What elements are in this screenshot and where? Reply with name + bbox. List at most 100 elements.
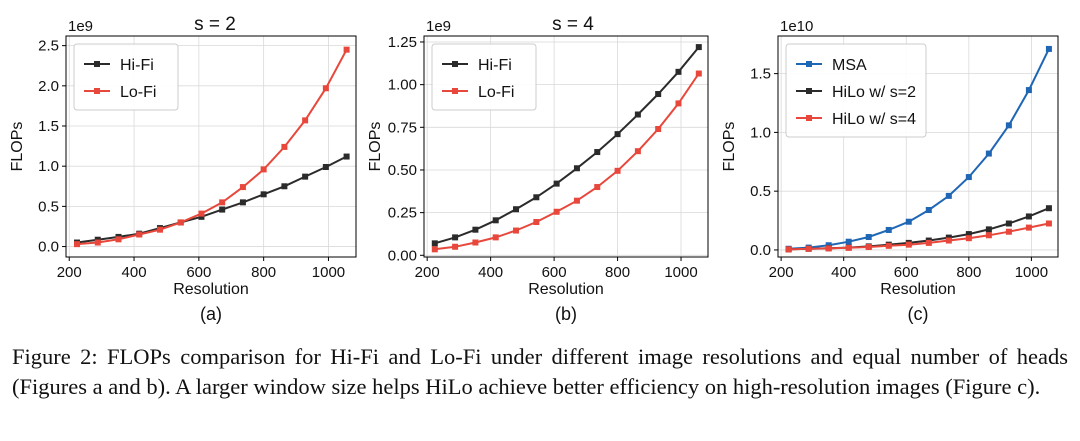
chart1-series-1-marker <box>322 163 329 170</box>
chart3-y-tick-label: 0.5 <box>750 183 771 200</box>
chart1-series-2-marker <box>302 117 309 124</box>
chart1-series-2-marker <box>260 166 267 173</box>
chart3-x-tick-label: 200 <box>769 264 794 281</box>
chart2-x-tick-label: 400 <box>478 264 503 281</box>
chart2-y-tick-label: 0.75 <box>388 119 417 136</box>
chart3-series-3-marker <box>805 245 812 252</box>
chart2-x-tick-label: 200 <box>415 264 440 281</box>
chart2-sublabel: (b) <box>555 304 577 324</box>
chart3-series-1-marker <box>905 218 912 225</box>
chart3-y-tick-label: 0.0 <box>750 242 771 259</box>
chart3-series-3-marker <box>865 244 872 251</box>
chart1-x-tick-label: 200 <box>57 264 82 281</box>
chart1-series-2-marker <box>74 241 81 248</box>
chart1-x-tick-label: 600 <box>186 264 211 281</box>
chart1-y-tick-label: 1.5 <box>38 118 59 135</box>
chart3-legend-label: HiLo w/ s=2 <box>832 84 916 101</box>
chart3-series-2-marker <box>1005 220 1012 227</box>
chart1-axes-frame <box>65 35 357 258</box>
chart3-series-1-marker <box>985 150 992 157</box>
chart3-series-3-marker <box>825 245 832 252</box>
chart2-series-1-marker <box>675 68 682 75</box>
chart2-series-2-marker <box>634 148 641 155</box>
chart2-series-1-marker <box>533 194 540 201</box>
chart1-title: s = 2 <box>194 14 236 35</box>
chart2-series-2-marker <box>492 234 499 241</box>
chart3-series-3-marker <box>925 239 932 246</box>
chart2-series-line-1 <box>434 46 700 245</box>
chart1-series-1-marker <box>239 199 246 206</box>
chart3-x-tick-label: 1000 <box>1015 264 1048 281</box>
chart1-series-2-marker <box>94 239 101 246</box>
chart2-series-1-marker <box>553 180 560 187</box>
chart3-legend-marker <box>806 61 812 67</box>
chart3-series-1-marker <box>945 192 952 199</box>
chart2-y-tick-label: 0.00 <box>388 247 417 264</box>
chart1-series-2-marker <box>198 210 205 217</box>
chart3-sublabel: (c) <box>908 304 929 324</box>
chart1-series-1-marker <box>281 183 288 190</box>
chart3-series-2-marker <box>1025 213 1032 220</box>
chart2-legend-marker <box>452 88 458 94</box>
chart3-legend-marker <box>806 88 812 94</box>
chart2-series-2-marker <box>513 227 520 234</box>
chart2-series-1-marker <box>452 234 459 241</box>
chart3-series-3-marker <box>1045 220 1052 227</box>
chart2-series-1-marker <box>472 226 479 233</box>
chart1-scale-label: 1e9 <box>68 18 93 35</box>
chart3-series-2-marker <box>985 226 992 233</box>
chart1-series-2-marker <box>281 143 288 150</box>
chart3-axes-frame <box>777 35 1059 258</box>
chart2-y-tick-label: 1.25 <box>388 34 417 51</box>
chart2-series-1-marker <box>573 165 580 172</box>
chart1-series-2-marker <box>219 199 226 206</box>
chart1-legend-label: Hi-Fi <box>120 57 154 74</box>
chart3-series-3-marker <box>785 246 792 253</box>
chart2-series-2-marker <box>695 70 702 77</box>
chart3-series-1-marker <box>925 206 932 213</box>
chart1-y-tick-label: 0.0 <box>38 239 59 256</box>
chart3-legend-marker <box>806 115 812 121</box>
chart2-legend-label: Hi-Fi <box>478 57 512 74</box>
chart1-series-1-marker <box>260 191 267 198</box>
chart1-y-axis-label: FLOPs <box>9 122 26 172</box>
chart1-x-tick-label: 800 <box>251 264 276 281</box>
chart1-y-tick-label: 0.5 <box>38 198 59 215</box>
chart2-series-1-marker <box>655 91 662 98</box>
chart2-x-tick-label: 800 <box>605 264 630 281</box>
chart2-series-2-marker <box>675 100 682 107</box>
chart1-x-tick-label: 400 <box>122 264 147 281</box>
chart1-legend-label: Lo-Fi <box>120 84 156 101</box>
chart3-series-1-marker <box>885 226 892 233</box>
chart3-x-axis-label: Resolution <box>880 281 956 298</box>
chart1-series-1-marker <box>343 153 350 160</box>
chart1-series-2-marker <box>343 46 350 53</box>
chart3-x-tick-label: 400 <box>831 264 856 281</box>
chart3-series-3-marker <box>1025 224 1032 231</box>
chart3-legend-label: MSA <box>832 57 867 74</box>
chart2-y-tick-label: 0.50 <box>388 162 417 179</box>
chart2-scale-label: 1e9 <box>426 18 451 35</box>
chart3-series-1-marker <box>965 174 972 181</box>
chart2-series-2-marker <box>452 243 459 250</box>
chart3-x-tick-label: 600 <box>894 264 919 281</box>
chart3-series-3-marker <box>945 237 952 244</box>
chart2-series-1-marker <box>614 131 621 138</box>
chart2-x-tick-label: 1000 <box>664 264 697 281</box>
chart3-y-tick-label: 1.0 <box>750 124 771 141</box>
chart2-axes-frame <box>423 35 709 258</box>
chart1-series-1-marker <box>198 213 205 220</box>
chart2-x-axis-label: Resolution <box>528 281 604 298</box>
chart1-legend-marker <box>94 88 100 94</box>
chart1-sublabel: (a) <box>200 304 222 324</box>
chart1-y-tick-label: 1.0 <box>38 158 59 175</box>
chart2-series-2-marker <box>573 197 580 204</box>
chart3-series-line-3 <box>788 222 1050 251</box>
chart3-series-1-marker <box>845 238 852 245</box>
chart2-series-2-marker <box>594 184 601 191</box>
chart3-y-tick-label: 1.5 <box>750 66 771 83</box>
chart2-y-tick-label: 1.00 <box>388 77 417 94</box>
chart1-x-axis-label: Resolution <box>173 281 249 298</box>
chart3-series-3-marker <box>965 235 972 242</box>
chart2-series-2-marker <box>655 126 662 133</box>
